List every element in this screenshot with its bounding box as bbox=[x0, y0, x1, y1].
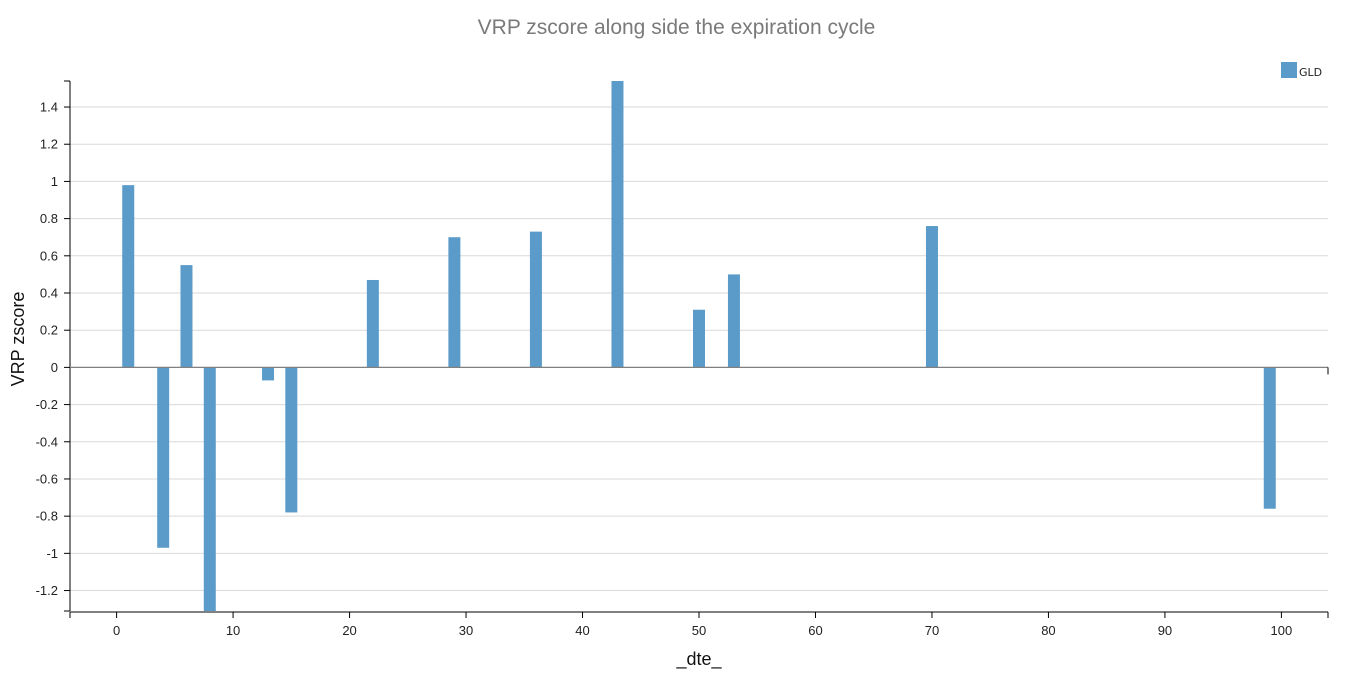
x-tick-label: 40 bbox=[575, 623, 589, 638]
y-tick-label: -0.4 bbox=[36, 434, 58, 449]
bar[interactable] bbox=[1263, 367, 1276, 509]
bar[interactable] bbox=[611, 81, 624, 368]
bar[interactable] bbox=[448, 237, 461, 368]
bar[interactable] bbox=[529, 231, 542, 368]
y-tick-label: 1.2 bbox=[40, 137, 58, 152]
legend[interactable]: GLD bbox=[1281, 62, 1322, 79]
y-tick-label: 0.8 bbox=[40, 211, 58, 226]
legend-swatch bbox=[1281, 62, 1297, 78]
y-tick-label: -1.2 bbox=[36, 583, 58, 598]
bar[interactable] bbox=[122, 185, 135, 368]
y-tick-label: 0.4 bbox=[40, 286, 58, 301]
y-tick-label: 1.4 bbox=[40, 100, 58, 115]
y-tick-label: 1 bbox=[51, 174, 58, 189]
chart-title: VRP zscore along side the expiration cyc… bbox=[477, 16, 876, 39]
x-tick-label: 70 bbox=[925, 623, 939, 638]
bar[interactable] bbox=[285, 367, 298, 513]
y-tick-label: 0.6 bbox=[40, 248, 58, 263]
x-tick-label: 80 bbox=[1041, 623, 1055, 638]
x-tick-label: 90 bbox=[1158, 623, 1172, 638]
y-tick-label: 0.2 bbox=[40, 323, 58, 338]
x-tick-label: 60 bbox=[808, 623, 822, 638]
x-tick-label: 50 bbox=[692, 623, 706, 638]
y-axis-title: VRP zscore bbox=[8, 292, 28, 387]
x-tick-label: 0 bbox=[113, 623, 120, 638]
x-tick-label: 30 bbox=[459, 623, 473, 638]
bar[interactable] bbox=[366, 279, 379, 368]
y-tick-label: -0.6 bbox=[36, 471, 58, 486]
bar[interactable] bbox=[203, 367, 216, 611]
y-tick-label: 0 bbox=[51, 360, 58, 375]
y-tick-label: -0.2 bbox=[36, 397, 58, 412]
grid-lines bbox=[70, 106, 1328, 592]
bar[interactable] bbox=[925, 226, 938, 368]
y-tick-label: -1 bbox=[46, 546, 58, 561]
x-tick-label: 10 bbox=[226, 623, 240, 638]
x-tick-label: 20 bbox=[342, 623, 356, 638]
y-tick-label: -0.8 bbox=[36, 509, 58, 524]
legend-label: GLD bbox=[1299, 66, 1322, 79]
axes: 1.4 1.2 1 0.8 0.6 0.4 0.2 0 -0.2 -0.4 -0.6 -0.8 -1 -1… bbox=[8, 80, 1329, 670]
bars bbox=[122, 81, 1276, 611]
bar[interactable] bbox=[180, 265, 193, 368]
bar[interactable] bbox=[693, 309, 705, 368]
bar[interactable] bbox=[157, 367, 170, 548]
x-tick-label: 100 bbox=[1271, 623, 1293, 638]
x-axis-title: _dte_ bbox=[675, 649, 722, 670]
bar[interactable] bbox=[727, 274, 740, 368]
bar[interactable] bbox=[262, 367, 275, 381]
